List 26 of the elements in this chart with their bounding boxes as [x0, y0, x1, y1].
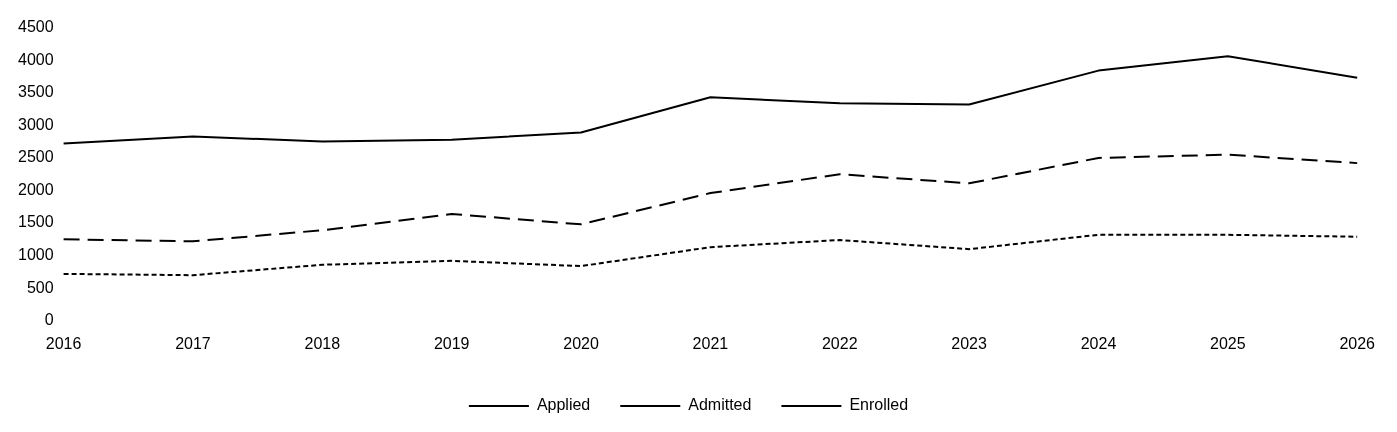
y-tick-label: 1500 [18, 213, 54, 231]
y-tick-label: 3000 [18, 115, 54, 133]
legend-label: Admitted [688, 396, 752, 414]
x-tick-label: 2025 [1210, 334, 1246, 352]
y-tick-label: 4500 [18, 18, 54, 36]
y-tick-label: 4000 [18, 50, 54, 68]
legend-label: Applied [536, 396, 591, 414]
y-tick-label: 1000 [18, 246, 54, 264]
x-tick-label: 2021 [692, 334, 729, 352]
x-tick-label: 2017 [175, 334, 211, 352]
x-tick-label: 2020 [563, 334, 599, 352]
y-tick-label: 500 [26, 278, 54, 296]
x-tick-label: 2022 [821, 334, 858, 352]
y-tick-label: 2000 [18, 180, 54, 198]
line-series [62, 233, 1359, 277]
line-series [62, 153, 1359, 243]
x-tick-label: 2018 [304, 334, 341, 352]
x-tick-label: 2016 [45, 334, 82, 352]
x-tick-label: 2026 [1339, 334, 1376, 352]
x-tick-label: 2024 [1080, 334, 1117, 352]
y-tick-label: 2500 [18, 148, 54, 166]
y-tick-label: 3500 [18, 83, 54, 101]
x-tick-label: 2023 [951, 334, 988, 352]
legend-label: Enrolled [849, 396, 909, 414]
y-tick-label: 0 [44, 311, 54, 329]
x-tick-label: 2019 [433, 334, 470, 352]
